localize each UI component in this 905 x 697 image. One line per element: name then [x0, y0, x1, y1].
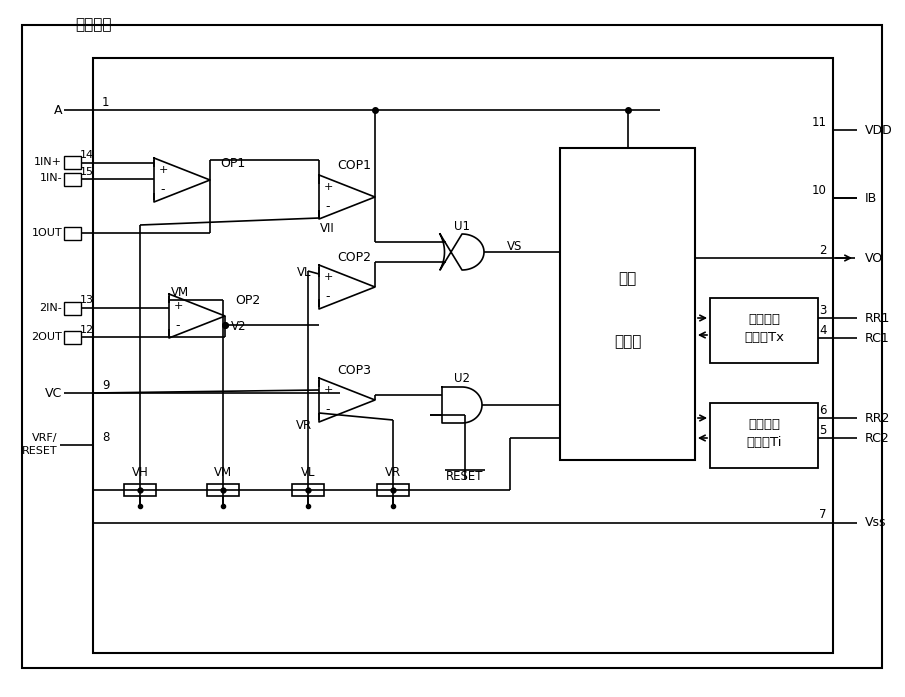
Bar — [64, 331, 81, 344]
Text: 2OUT: 2OUT — [32, 332, 62, 342]
Bar — [124, 484, 156, 496]
Text: 1IN-: 1IN- — [40, 173, 62, 183]
Text: VM: VM — [214, 466, 232, 480]
Text: IB: IB — [865, 192, 877, 204]
Bar — [710, 298, 818, 363]
Text: +: + — [323, 385, 333, 395]
Text: Vss: Vss — [865, 516, 887, 530]
Text: 2: 2 — [820, 243, 827, 256]
Text: RR2: RR2 — [865, 411, 891, 424]
Bar — [64, 227, 81, 240]
Bar — [93, 58, 833, 653]
Text: 定时器Ti: 定时器Ti — [747, 436, 782, 449]
Text: VR: VR — [385, 466, 401, 480]
Text: 7: 7 — [820, 509, 827, 521]
Text: VM: VM — [171, 286, 189, 298]
Text: V2: V2 — [231, 319, 246, 332]
Text: +: + — [174, 301, 183, 311]
Text: -: - — [161, 183, 166, 197]
Text: +: + — [158, 165, 167, 175]
Text: -: - — [326, 201, 330, 213]
Bar — [64, 156, 81, 169]
Text: OP2: OP2 — [235, 293, 261, 307]
Text: 1IN+: 1IN+ — [34, 157, 62, 167]
Text: VII: VII — [319, 222, 334, 234]
Text: VH: VH — [131, 466, 148, 480]
Bar — [560, 148, 695, 460]
Bar — [207, 484, 239, 496]
Text: 8: 8 — [102, 431, 110, 443]
Text: -: - — [326, 404, 330, 417]
Bar — [377, 484, 409, 496]
Text: 12: 12 — [80, 325, 94, 335]
Text: 9: 9 — [102, 378, 110, 392]
Text: VS: VS — [507, 240, 522, 252]
Bar — [64, 302, 81, 315]
Text: VRF/: VRF/ — [32, 433, 57, 443]
Text: -: - — [326, 291, 330, 303]
Text: COP2: COP2 — [337, 250, 371, 263]
Text: +: + — [323, 182, 333, 192]
Text: 15: 15 — [80, 167, 94, 177]
Bar — [710, 403, 818, 468]
Text: 10: 10 — [812, 183, 827, 197]
Text: 5: 5 — [820, 424, 827, 436]
Text: 13: 13 — [80, 295, 94, 305]
Text: U1: U1 — [454, 220, 470, 233]
Text: 1OUT: 1OUT — [32, 228, 62, 238]
Text: 延时时间: 延时时间 — [748, 313, 780, 326]
Text: VL: VL — [300, 466, 315, 480]
Text: VL: VL — [297, 266, 311, 279]
Text: VC: VC — [44, 387, 62, 399]
Text: 6: 6 — [820, 404, 827, 417]
Text: RESET: RESET — [446, 470, 484, 484]
Text: 3: 3 — [820, 303, 827, 316]
Text: 定时器Tx: 定时器Tx — [744, 331, 784, 344]
Text: RESET: RESET — [22, 446, 57, 456]
Text: 控制器: 控制器 — [614, 334, 641, 349]
Text: COP1: COP1 — [337, 158, 371, 171]
Text: 11: 11 — [812, 116, 827, 128]
Text: U2: U2 — [454, 372, 470, 385]
Text: RC2: RC2 — [865, 431, 890, 445]
Text: 内部框图: 内部框图 — [75, 17, 111, 33]
Bar — [64, 173, 81, 186]
Text: RC1: RC1 — [865, 332, 890, 344]
Text: 封锁时间: 封锁时间 — [748, 418, 780, 431]
Text: VO: VO — [865, 252, 883, 264]
Text: -: - — [176, 319, 180, 332]
Text: 状态: 状态 — [618, 272, 636, 286]
Text: 4: 4 — [820, 323, 827, 337]
Bar — [292, 484, 324, 496]
Text: 2IN-: 2IN- — [39, 303, 62, 313]
Text: 1: 1 — [102, 95, 110, 109]
Text: VDD: VDD — [865, 123, 892, 137]
Text: COP3: COP3 — [337, 364, 371, 376]
Text: OP1: OP1 — [220, 157, 245, 169]
Text: RR1: RR1 — [865, 312, 891, 325]
Text: +: + — [323, 272, 333, 282]
Text: A: A — [53, 103, 62, 116]
Text: 14: 14 — [80, 150, 94, 160]
Text: VR: VR — [296, 418, 312, 431]
